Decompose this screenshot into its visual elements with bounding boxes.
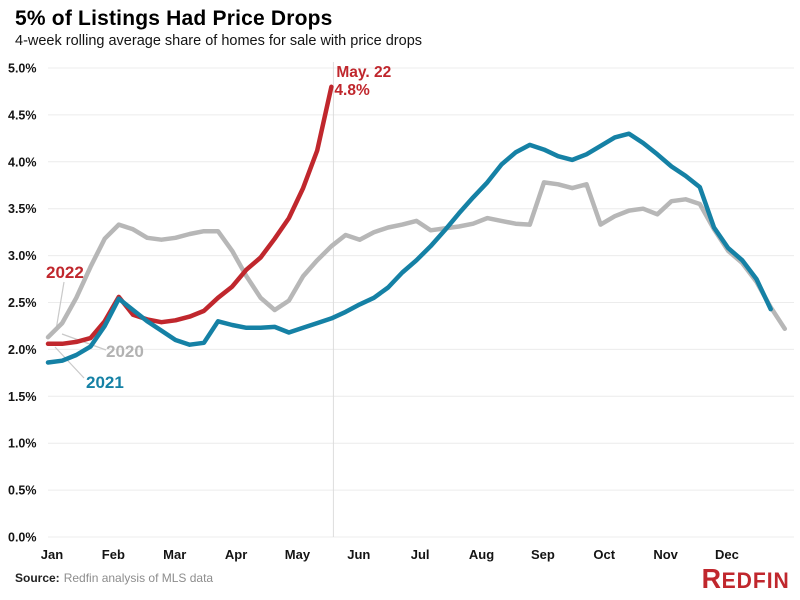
y-tick-label: 4.0% — [8, 155, 37, 169]
redfin-logo: REDFIN — [702, 563, 790, 595]
x-month-label: Jul — [411, 547, 430, 562]
y-tick-label: 4.5% — [8, 108, 37, 122]
x-month-label: Oct — [593, 547, 615, 562]
x-month-label: Sep — [531, 547, 555, 562]
series-label-2020: 2020 — [106, 342, 144, 361]
series-line-2022 — [45, 84, 334, 347]
x-month-label: Nov — [653, 547, 678, 562]
redfin-logo-first-letter: R — [701, 563, 722, 594]
y-tick-label: 0.0% — [8, 531, 37, 545]
source-note: Source: Redfin analysis of MLS data — [15, 571, 213, 585]
x-month-label: Aug — [469, 547, 494, 562]
annotation-value: 4.8% — [334, 82, 370, 99]
series-label-2022: 2022 — [46, 263, 84, 282]
x-month-label: Mar — [163, 547, 186, 562]
y-tick-label: 1.0% — [8, 437, 37, 451]
annotation-date: May. 22 — [336, 64, 391, 81]
x-month-label: Jan — [41, 547, 63, 562]
x-month-label: Apr — [225, 547, 247, 562]
series-line-2020 — [45, 180, 788, 340]
x-month-label: May — [285, 547, 311, 562]
chart-title: 5% of Listings Had Price Drops — [15, 7, 333, 30]
y-tick-label: 3.5% — [8, 202, 37, 216]
series-line-2021 — [45, 131, 773, 365]
label-connector — [54, 346, 85, 379]
x-month-label: Jun — [347, 547, 370, 562]
y-tick-label: 0.5% — [8, 484, 37, 498]
y-tick-label: 1.5% — [8, 390, 37, 404]
x-month-label: Feb — [102, 547, 125, 562]
y-tick-label: 3.0% — [8, 249, 37, 263]
label-connector — [55, 281, 65, 331]
chart-subtitle: 4-week rolling average share of homes fo… — [15, 33, 423, 49]
redfin-logo-rest: EDFIN — [721, 568, 790, 593]
y-tick-label: 2.5% — [8, 296, 37, 310]
x-month-label: Dec — [715, 547, 739, 562]
y-tick-label: 5.0% — [8, 62, 37, 76]
y-tick-label: 2.0% — [8, 343, 37, 357]
source-text: Redfin analysis of MLS data — [63, 571, 214, 585]
series-label-2021: 2021 — [86, 373, 124, 392]
source-label: Source: — [15, 571, 60, 585]
